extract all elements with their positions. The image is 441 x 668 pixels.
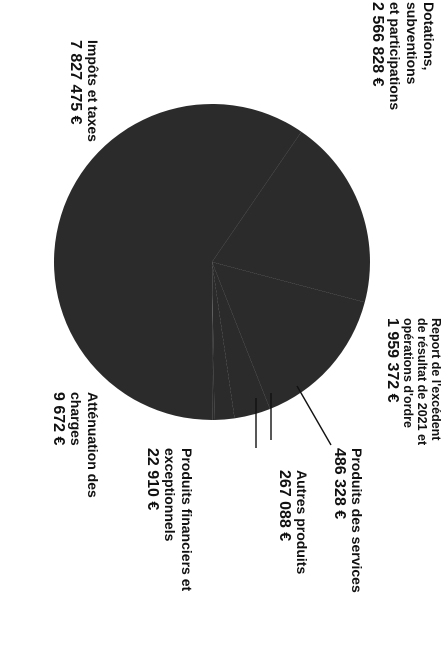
- slice-label-text: Atténuation des: [85, 392, 101, 498]
- slice-value-label: 22 910 €: [144, 448, 161, 510]
- slice-value-label: 2 566 828 €: [369, 2, 386, 87]
- pie-slice-3: [212, 262, 270, 419]
- leader-lines: [255, 385, 332, 448]
- slice-value-label: 9 672 €: [50, 392, 67, 445]
- pie-slices: [53, 104, 370, 421]
- slice-label-text: Produits des services: [349, 448, 365, 593]
- slice-label-text: Dotations,: [421, 2, 437, 70]
- slice-label-text: opérations d'ordre: [401, 318, 415, 428]
- pie-slice-5: [212, 262, 215, 420]
- pie-slice-2: [212, 262, 365, 409]
- slice-label-text: et participations: [387, 2, 403, 110]
- slice-value-label: 267 088 €: [276, 470, 293, 541]
- slice-label-text: Produits financiers et: [179, 448, 195, 591]
- slice-value-label: 1 959 372 €: [384, 318, 401, 403]
- slice-label-text: Autres produits: [294, 470, 310, 574]
- slice-label-text: subventions: [404, 2, 420, 85]
- pie-slice-6: [212, 262, 213, 421]
- leader-line-3: [296, 385, 332, 446]
- slice-value-label: 486 328 €: [331, 448, 348, 519]
- slice-value-label: 7 827 475 €: [67, 40, 84, 125]
- slice-label-text: charges: [68, 392, 84, 446]
- slice-label-text: Impôts et taxes: [85, 40, 101, 142]
- slice-label-text: de résultat de 2021 et: [415, 318, 429, 446]
- pie-slice-1: [212, 131, 370, 303]
- slice-label-text: exceptionnels: [162, 448, 178, 542]
- slice-label-text: Report de l'excédent: [429, 318, 441, 441]
- pie-slice-0: [53, 104, 302, 420]
- pie-slice-4: [212, 262, 235, 420]
